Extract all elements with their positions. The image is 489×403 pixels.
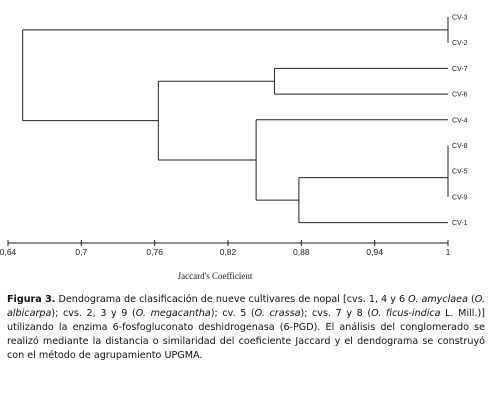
caption-text: ( — [467, 294, 475, 305]
caption-species: O. megacantha — [135, 308, 211, 319]
x-tick-label: 0,94 — [366, 247, 383, 257]
dendrogram-figure: CV-3 CV-2 CV-7 CV-6 CV-4 CV-8 CV-5 CV-9 CV-1 0,6… — [0, 15, 468, 282]
leaf-label: CV-7 — [452, 66, 468, 73]
leaf-label: CV-8 — [452, 143, 468, 150]
caption-text: ); cvs. 7 y 8 ( — [300, 308, 372, 319]
dendrogram-branches — [22, 17, 449, 224]
caption-species: O. crassa — [254, 308, 301, 319]
figure-caption: Figura 3. Dendograma de clasificación de… — [7, 293, 485, 363]
leaf-label: CV-6 — [452, 92, 468, 99]
x-tick-label: 0,82 — [220, 247, 237, 257]
x-tick-label: 1 — [446, 247, 451, 257]
x-tick-label: 0,64 — [0, 247, 17, 257]
caption-text: L. Mill.)] utilizando la enzima 6-fosfog… — [7, 308, 485, 361]
caption-species: O. amyclaea — [408, 294, 468, 305]
x-tick-label: 0,76 — [146, 247, 163, 257]
caption-text: Dendograma de clasificación de nueve cul… — [55, 294, 409, 305]
caption-species: O. ficus-indica — [371, 308, 441, 319]
caption-figure-label: Figura 3. — [7, 294, 56, 305]
leaf-label: CV-1 — [452, 220, 468, 227]
leaf-label: CV-9 — [452, 194, 468, 201]
x-axis: 0,64 0,7 0,76 0,82 0,88 0,94 1 — [0, 240, 451, 257]
leaf-label: CV-5 — [452, 169, 468, 176]
leaf-label: CV-2 — [452, 40, 468, 47]
caption-text: ); cvs. 2, 3 y 9 ( — [51, 308, 136, 319]
x-tick-label: 0,88 — [293, 247, 310, 257]
leaf-label: CV-4 — [452, 117, 468, 124]
caption-text: ); cv. 5 ( — [210, 308, 255, 319]
leaf-labels: CV-3 CV-2 CV-7 CV-6 CV-4 CV-8 CV-5 CV-9 CV-1 — [452, 15, 468, 228]
caption-species: O. albicarpa — [7, 294, 486, 319]
leaf-label: CV-3 — [452, 15, 468, 22]
x-tick-label: 0,7 — [75, 247, 87, 257]
x-axis-title: Jaccard's Coefficient — [178, 271, 253, 281]
